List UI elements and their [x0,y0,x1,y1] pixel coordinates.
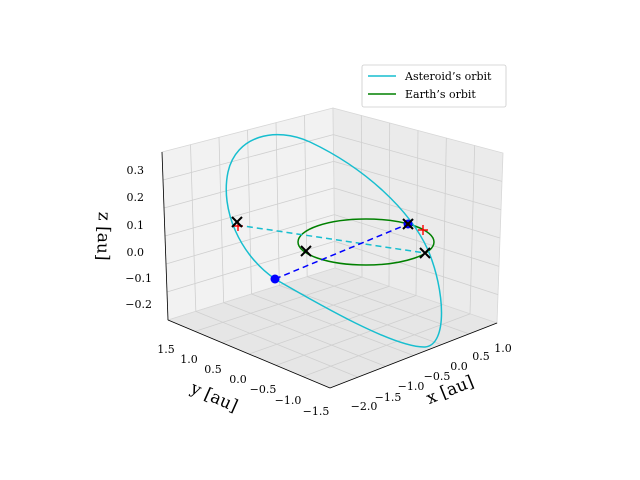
z-tick-label: 0.2 [127,191,145,204]
z-tick-label: −0.1 [125,272,152,285]
y-tick-label: −1.0 [275,394,302,407]
legend: Asteroid’s orbit Earth’s orbit [361,64,507,108]
earth-orbit [297,218,435,266]
z-tick-label: −0.2 [125,298,152,311]
cross-marker [300,245,312,257]
asteroid-orbit [225,133,443,348]
x-tick-label: −0.5 [424,370,451,383]
y-axis-line [167,319,331,389]
grid-line [334,240,499,296]
node-line [236,224,426,254]
grid-line [302,313,471,378]
x-tick-label: 0.5 [472,350,490,363]
legend-label-asteroid: Asteroid’s orbit [404,70,492,83]
x-axis-line [329,322,498,389]
x-tick-label: −2.0 [351,400,378,413]
cross-marker [402,218,414,230]
plus-marker [418,225,428,235]
y-tick-label: −1.5 [303,405,330,418]
cross-marker [231,216,243,228]
cross-marker [419,247,431,259]
y-tick-label: 0.0 [229,373,247,386]
apsis-line [274,223,409,280]
z-axis-label: z [au] [92,211,114,260]
grid-lines [162,115,503,378]
y-tick-labels: 1.5 1.0 0.5 0.0 −0.5 −1.0 −1.5 [157,343,329,418]
z-tick-label: 0.3 [127,164,145,177]
z-tick-label: 0.1 [127,219,145,232]
z-tick-labels: 0.3 0.2 0.1 0.0 −0.1 −0.2 [125,164,152,311]
x-tick-label: −1.0 [398,380,425,393]
x-tick-label: 1.0 [494,342,512,355]
legend-label-earth: Earth’s orbit [405,88,476,101]
x-tick-label: 0.0 [450,360,468,373]
y-tick-label: −0.5 [250,383,277,396]
legend-box [361,64,507,108]
x-tick-label: −1.5 [375,391,402,404]
z-tick-label: 0.0 [127,246,145,259]
perihelion-point [270,274,280,284]
z-axis-line [161,151,169,321]
y-tick-label: 1.0 [180,353,198,366]
y-tick-label: 0.5 [204,363,222,376]
x-tick-labels: −2.0 −1.5 −1.0 −0.5 0.0 0.5 1.0 [351,342,512,413]
y-tick-label: 1.5 [157,343,175,356]
